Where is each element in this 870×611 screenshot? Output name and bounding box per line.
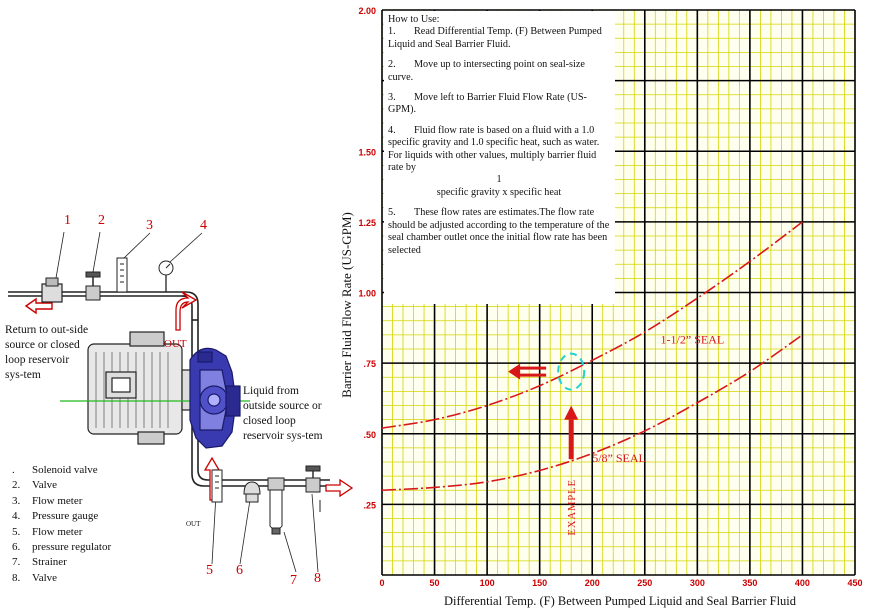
list-item: 2. Valve (12, 479, 58, 492)
valve-bottom (305, 465, 321, 512)
x-tick-label: 450 (847, 578, 862, 588)
y-tick-label: .75 (363, 359, 376, 369)
x-tick-label: 350 (742, 578, 757, 588)
callout-8: 8 (314, 571, 321, 586)
example-label: EXAMPLE (567, 479, 578, 536)
out-arrow (175, 291, 198, 331)
fraction-denominator: specific gravity x specific heat (436, 186, 562, 198)
pump-head (189, 347, 241, 449)
how-to-step-2: 2. Move up to intersecting point on seal-… (388, 59, 585, 83)
supply-inlet-arrow (325, 478, 354, 498)
example-left-arrow (516, 373, 547, 377)
x-tick-label: 250 (637, 578, 652, 588)
series-label-small: 5/8” SEAL (592, 451, 646, 465)
fraction-numerator: 1 (496, 174, 502, 186)
motor (60, 331, 250, 445)
how-to-title: How to Use: (388, 14, 440, 25)
how-to-step-5: 5. These flow rates are estimates.The flo… (388, 207, 610, 256)
y-axis-label: Barrier Fluid Flow Rate (US-GPM) (339, 212, 354, 398)
seal-curves: 1-1/2” SEAL 5/8” SEAL (381, 221, 803, 492)
example-left-arrowhead (508, 363, 521, 380)
list-item: 7. Strainer (12, 556, 67, 569)
how-to-use-box: How to Use: 1. Read Differential Temp. (F… (384, 11, 615, 304)
out-label-top: OUT (164, 338, 187, 350)
callout-4: 4 (200, 218, 207, 233)
y-tick-label: 1.25 (358, 218, 376, 228)
flow-meter-top (116, 257, 128, 293)
example-intersection-ring (557, 352, 586, 391)
pressure-gauge (158, 260, 174, 292)
list-item: 5. Flow meter (12, 525, 83, 538)
component-list: . Solenoid valve 2. Valve 3. Flow meter 4. P… (12, 463, 111, 586)
how-to-step-3: 3. Move left to Barrier Fluid Flow Rate (… (388, 92, 587, 116)
callout-1: 1 (64, 213, 71, 228)
supply-label: Liquid from outside source or closed loo… (243, 385, 323, 442)
strainer (267, 477, 285, 535)
x-tick-label: 150 (532, 578, 547, 588)
callout-3: 3 (146, 218, 153, 233)
series-label-large: 1-1/2” SEAL (661, 332, 725, 346)
seal-curve-small (381, 334, 803, 492)
piping-schematic (8, 231, 354, 573)
x-tick-label: 50 (430, 578, 440, 588)
out-label-bottom: OUT (186, 520, 201, 528)
list-item: 6. pressure regulator (12, 541, 112, 554)
axis-ticks: 0 50 100 150 200 250 300 350 400 450 .25 .50 .75 1.00… (358, 6, 862, 588)
example-marks: EXAMPLE (508, 352, 586, 536)
pressure-regulator (243, 481, 261, 503)
x-tick-label: 400 (795, 578, 810, 588)
callout-5: 5 (206, 563, 213, 578)
seal-curve-large (381, 221, 803, 429)
how-to-step-1: 1. Read Differential Temp. (F) Between Pu… (388, 26, 602, 50)
how-to-step-4: 4. Fluid flow rate is based on a fluid wi… (388, 124, 600, 174)
x-tick-label: 100 (480, 578, 495, 588)
y-tick-label: .50 (363, 430, 376, 440)
x-tick-label: 0 (379, 578, 384, 588)
y-tick-label: .25 (363, 500, 376, 510)
return-arrow (24, 297, 53, 315)
x-tick-label: 200 (585, 578, 600, 588)
x-axis-label: Differential Temp. (F) Between Pumped Li… (443, 594, 797, 608)
y-tick-label: 1.50 (358, 147, 376, 157)
x-tick-label: 300 (690, 578, 705, 588)
return-label: Return to out-side source or closed loop… (5, 324, 89, 381)
callout-2: 2 (98, 213, 105, 228)
y-tick-label: 1.00 (358, 289, 376, 299)
example-up-arrowhead (564, 405, 579, 420)
valve-top (85, 271, 101, 301)
y-tick-label: 2.00 (358, 6, 376, 16)
list-item: 4. Pressure gauge (12, 510, 99, 523)
callout-6: 6 (236, 563, 243, 578)
example-left-arrow (516, 366, 547, 370)
list-item: . Solenoid valve (12, 464, 98, 476)
flow-meter-bottom (211, 469, 223, 503)
list-item: 8. Valve (12, 571, 58, 584)
callout-7: 7 (290, 573, 297, 588)
list-item: 3. Flow meter (12, 494, 83, 507)
